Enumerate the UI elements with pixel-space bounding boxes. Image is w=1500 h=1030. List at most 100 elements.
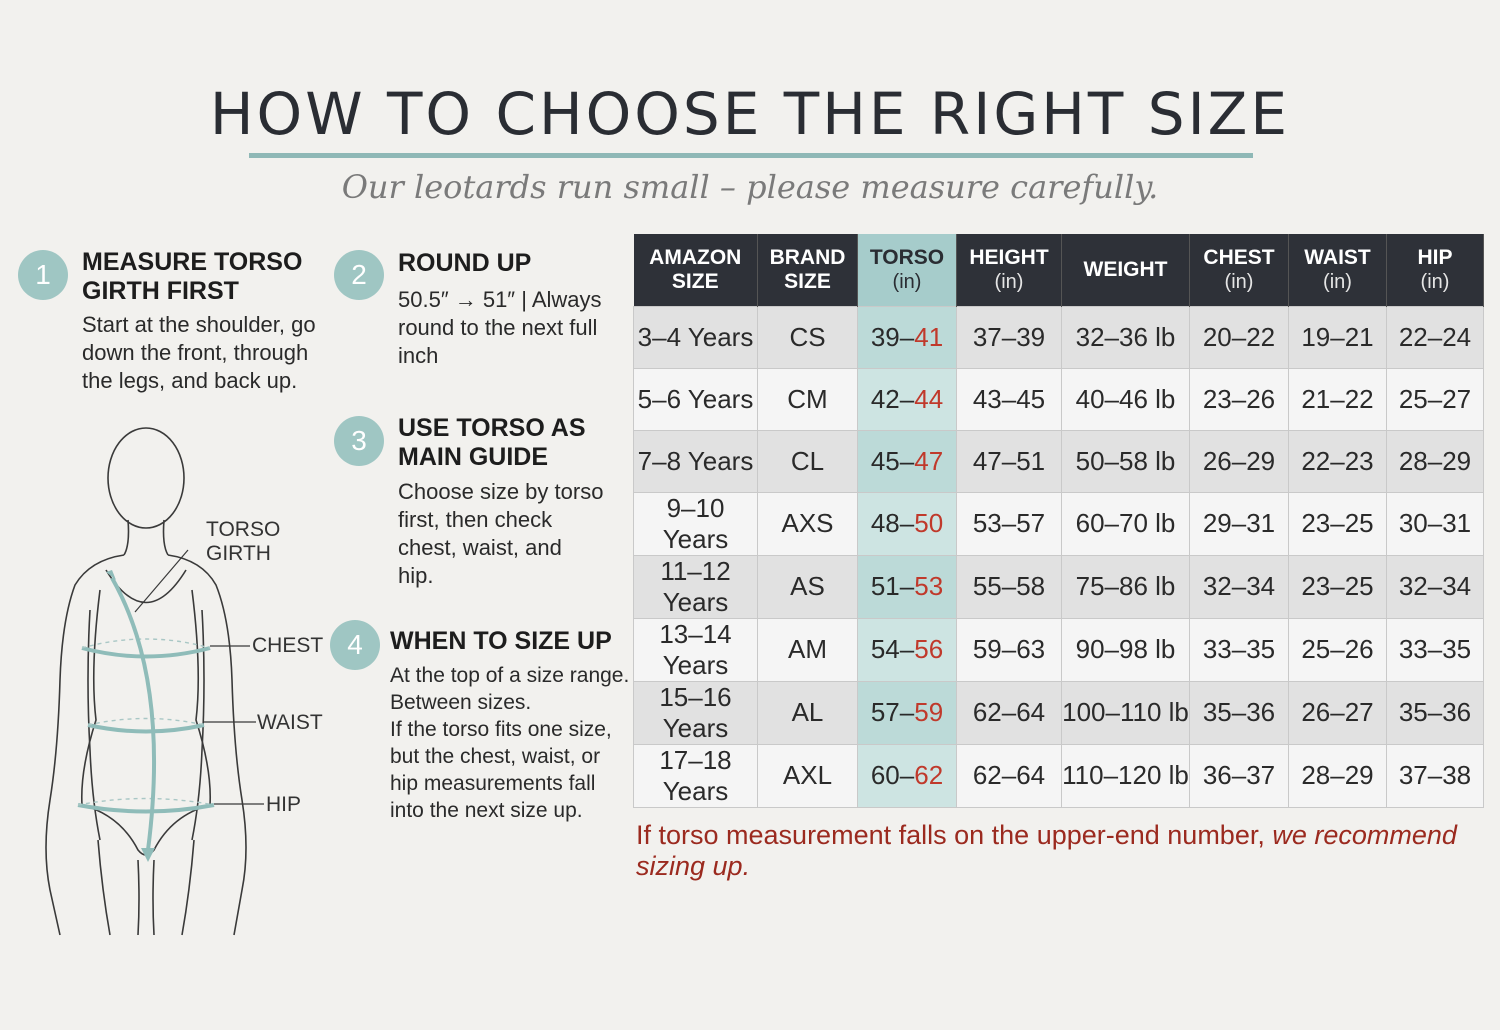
chest-cell: 35–36 xyxy=(1189,680,1289,745)
table-row: 5–6 Years CM 42–44 43–45 40–46 lb 23–26 … xyxy=(633,367,1484,431)
torso-girth-label: TORSO GIRTH xyxy=(206,518,280,566)
page-title: HOW TO CHOOSE THE RIGHT SIZE xyxy=(209,80,1291,148)
waist-cell: 26–27 xyxy=(1288,680,1387,745)
table-row: 17–18 Years AXL 60–62 62–64 110–120 lb 3… xyxy=(633,743,1484,808)
amazon-size-cell: 15–16 Years xyxy=(633,680,758,745)
header-chest: CHEST (in) xyxy=(1189,234,1289,306)
header-unit: (in) xyxy=(892,270,922,293)
waist-cell: 23–25 xyxy=(1288,491,1387,556)
table-row: 9–10 Years AXS 48–50 53–57 60–70 lb 29–3… xyxy=(633,491,1484,556)
chest-cell: 26–29 xyxy=(1189,429,1289,493)
torso-low: 42– xyxy=(870,383,915,414)
hip-cell: 22–24 xyxy=(1386,305,1484,369)
step-4-body-line: but the chest, waist, or xyxy=(390,745,601,768)
hip-cell: 30–31 xyxy=(1386,491,1484,556)
step-1-title: MEASURE TORSO GIRTH FIRST xyxy=(82,248,302,306)
header-line: WAIST xyxy=(1304,245,1371,269)
amazon-size-cell: 11–12 Years xyxy=(633,554,758,619)
step-4-badge: 4 xyxy=(330,620,380,670)
torso-high: 56 xyxy=(914,634,944,664)
weight-cell: 32–36 lb xyxy=(1061,305,1190,369)
table-row: 13–14 Years AM 54–56 59–63 90–98 lb 33–3… xyxy=(633,617,1484,682)
brand-size-cell: AXL xyxy=(757,743,858,808)
torso-high: 41 xyxy=(914,321,944,352)
torso-cell: 60–62 xyxy=(857,743,957,808)
amazon-size-cell: 13–14 Years xyxy=(633,617,758,682)
step-2-body-line: inch xyxy=(398,343,439,368)
step-4-body-line: If the torso fits one size, xyxy=(390,718,612,741)
header-waist: WAIST (in) xyxy=(1288,234,1387,306)
waist-cell: 21–22 xyxy=(1288,367,1387,431)
footnote-plain: If torso measurement falls on the upper-… xyxy=(636,820,1273,850)
size-chart-table: AMAZON SIZE BRAND SIZE TORSO (in) HEIGHT (in… xyxy=(633,234,1484,808)
torso-girth-label-line: GIRTH xyxy=(206,542,271,565)
weight-cell: 90–98 lb xyxy=(1061,617,1190,682)
step-3-title-line: USE TORSO AS xyxy=(398,414,586,442)
page-subtitle: Our leotards run small – please measure … xyxy=(341,168,1159,206)
header-unit: (in) xyxy=(994,270,1024,293)
chest-cell: 29–31 xyxy=(1189,491,1289,556)
hip-cell: 37–38 xyxy=(1386,743,1484,808)
step-1-badge: 1 xyxy=(18,250,68,300)
step-2-body: 50.5″ → 51″ | Always round to the next f… xyxy=(398,286,602,370)
height-cell: 53–57 xyxy=(956,491,1062,556)
step-3-title: USE TORSO AS MAIN GUIDE xyxy=(398,414,586,472)
hip-label: HIP xyxy=(266,793,302,816)
header-unit: (in) xyxy=(1224,270,1254,293)
amazon-size-cell: 3–4 Years xyxy=(633,305,758,369)
weight-cell: 50–58 lb xyxy=(1061,429,1190,493)
torso-cell: 51–53 xyxy=(857,554,957,619)
weight-cell: 110–120 lb xyxy=(1061,743,1190,808)
header-line: SIZE xyxy=(671,269,719,293)
header-weight: WEIGHT xyxy=(1061,234,1190,306)
amazon-size-cell: 7–8 Years xyxy=(633,429,758,493)
step-4-body-line: At the top of a size range. xyxy=(390,664,630,687)
step-2-title: ROUND UP xyxy=(398,249,531,278)
waist-cell: 28–29 xyxy=(1288,743,1387,808)
step-2-title-line: ROUND UP xyxy=(398,249,532,277)
header-brand-size: BRAND SIZE xyxy=(757,234,858,306)
step-3-body-line: hip. xyxy=(398,563,434,588)
header-hip: HIP (in) xyxy=(1386,234,1484,306)
hip-cell: 32–34 xyxy=(1386,554,1484,619)
brand-size-cell: AL xyxy=(757,680,858,745)
step-3-body-line: first, then check xyxy=(398,507,553,532)
header-unit: (in) xyxy=(1323,270,1352,293)
step-4-body-line: hip measurements fall xyxy=(390,772,596,795)
step-1-body-line: Start at the shoulder, go xyxy=(82,312,316,337)
torso-low: 39– xyxy=(870,321,915,352)
header-amazon-size: AMAZON SIZE xyxy=(633,234,758,306)
torso-cell: 57–59 xyxy=(857,680,957,745)
torso-cell: 54–56 xyxy=(857,617,957,682)
step-3-body-line: Choose size by torso xyxy=(398,479,604,504)
chest-cell: 36–37 xyxy=(1189,743,1289,808)
step-4-body-line: Between sizes. xyxy=(390,691,532,714)
header-unit: (in) xyxy=(1420,270,1450,293)
step-4-title: WHEN TO SIZE UP xyxy=(390,627,612,656)
brand-size-cell: AM xyxy=(757,617,858,682)
step-3-body-line: chest, waist, and xyxy=(398,535,562,560)
header-line: CHEST xyxy=(1203,245,1275,269)
hip-cell: 35–36 xyxy=(1386,680,1484,745)
table-row: 3–4 Years CS 39–41 37–39 32–36 lb 20–22 … xyxy=(633,305,1484,369)
height-cell: 37–39 xyxy=(956,305,1062,369)
chest-cell: 23–26 xyxy=(1189,367,1289,431)
title-underline xyxy=(249,153,1253,158)
weight-cell: 100–110 lb xyxy=(1061,680,1190,745)
torso-girth-label-line: TORSO xyxy=(206,518,281,541)
body-outline-illustration xyxy=(45,427,264,936)
torso-low: 45– xyxy=(870,445,915,476)
torso-high: 47 xyxy=(914,445,944,476)
height-cell: 55–58 xyxy=(956,554,1062,619)
height-cell: 43–45 xyxy=(956,367,1062,431)
step-2-body-line: round to the next full xyxy=(398,315,598,340)
weight-cell: 75–86 lb xyxy=(1061,554,1190,619)
header-line: HEIGHT xyxy=(969,245,1049,269)
torso-low: 54– xyxy=(870,634,915,664)
step-4-body-line: into the next size up. xyxy=(390,799,583,822)
weight-cell: 40–46 lb xyxy=(1061,367,1190,431)
brand-size-cell: CL xyxy=(757,429,858,493)
torso-low: 48– xyxy=(870,508,915,538)
step-1-body-line: down the front, through xyxy=(82,340,309,365)
waist-cell: 22–23 xyxy=(1288,429,1387,493)
